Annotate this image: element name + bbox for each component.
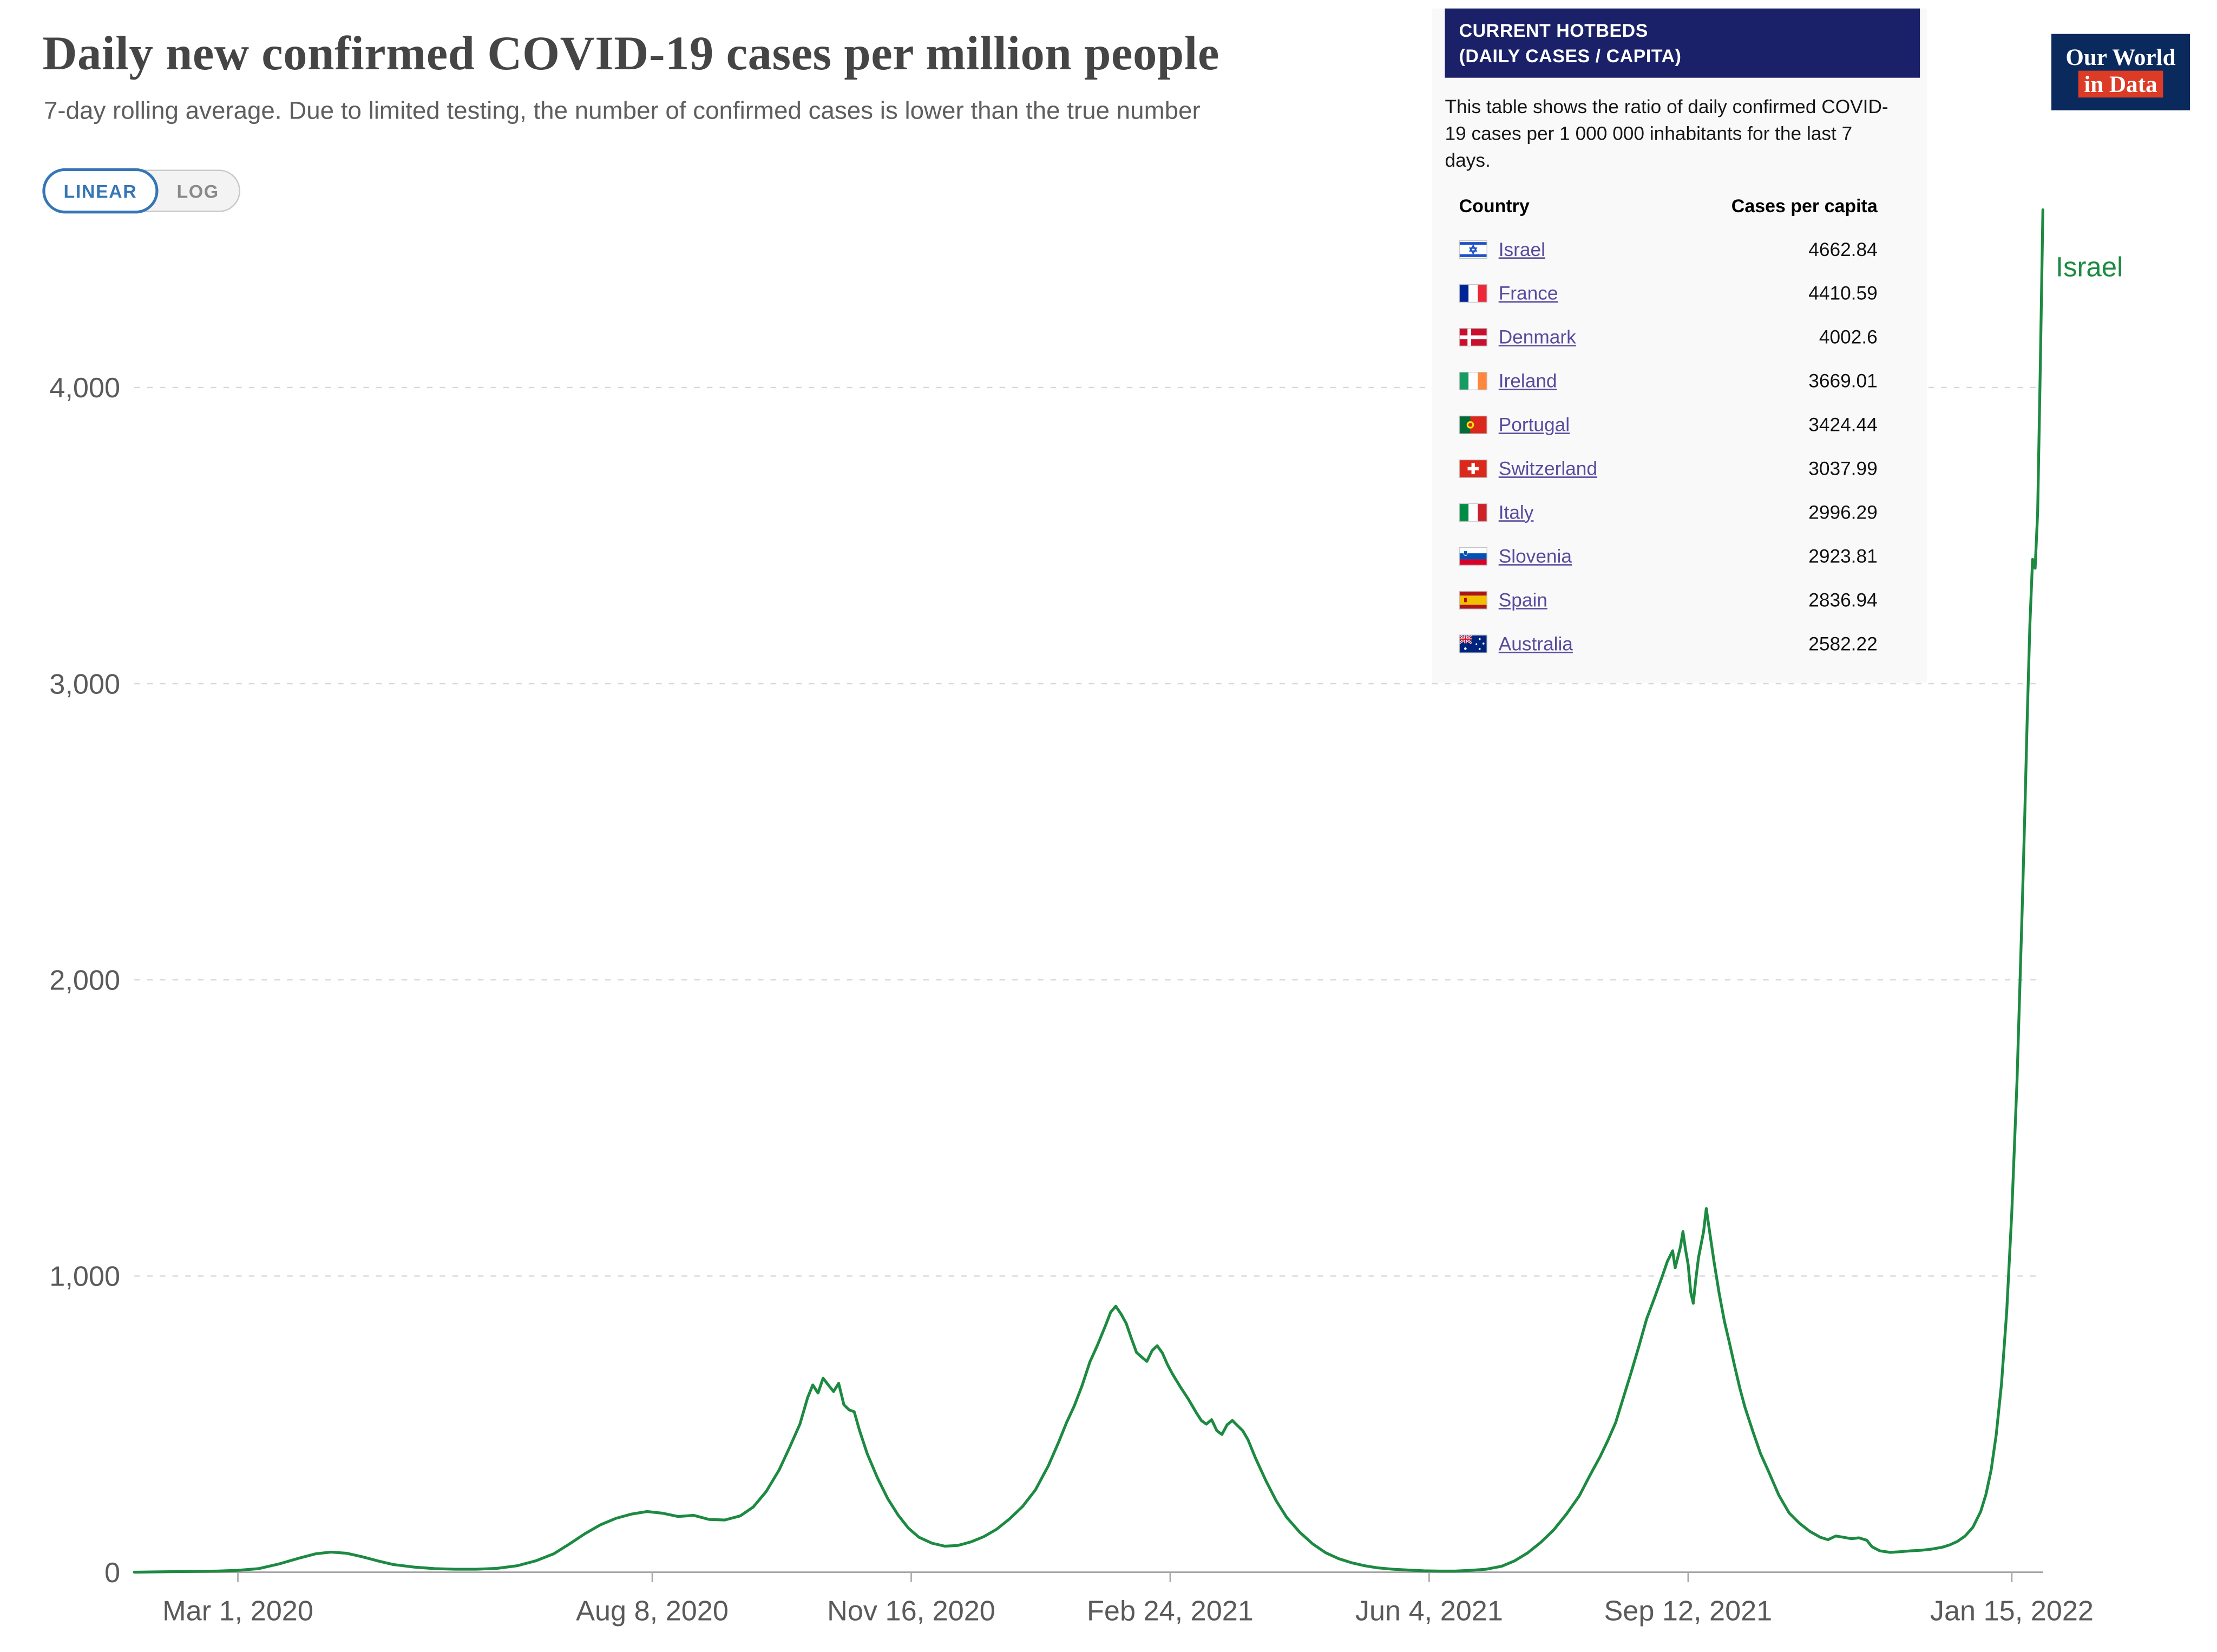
- cases-per-capita-value: 2836.94: [1808, 589, 1878, 611]
- y-axis-label: 1,000: [49, 1261, 120, 1293]
- log-toggle-button[interactable]: LOG: [157, 169, 239, 212]
- country-link-spain[interactable]: Spain: [1498, 589, 1547, 611]
- country-link-portugal[interactable]: Portugal: [1498, 414, 1570, 435]
- x-axis-label: Feb 24, 2021: [1087, 1595, 1254, 1627]
- owid-logo-line1: Our World: [2065, 43, 2176, 71]
- hotbeds-col-country: Country: [1459, 194, 1530, 217]
- country-link-slovenia[interactable]: Slovenia: [1498, 545, 1572, 567]
- cases-per-capita-value: 4410.59: [1808, 282, 1878, 304]
- y-axis-label: 2,000: [49, 965, 120, 997]
- hotbeds-col-cases: Cases per capita: [1731, 194, 1878, 217]
- x-axis-label: Aug 8, 2020: [576, 1595, 729, 1627]
- country-link-australia[interactable]: Australia: [1498, 633, 1573, 654]
- series-label-israel: Israel: [2056, 251, 2123, 282]
- hotbeds-row: Slovenia 2923.81: [1459, 534, 1878, 578]
- x-axis-label: Mar 1, 2020: [162, 1595, 313, 1627]
- country-link-ireland[interactable]: Ireland: [1498, 370, 1557, 391]
- italy-flag-icon: [1459, 503, 1487, 522]
- cases-per-capita-value: 4002.6: [1819, 326, 1878, 348]
- cases-per-capita-value: 2996.29: [1808, 501, 1878, 523]
- country-link-denmark[interactable]: Denmark: [1498, 326, 1576, 348]
- page-subtitle: 7-day rolling average. Due to limited te…: [43, 96, 1201, 124]
- hotbeds-row: Israel 4662.84: [1459, 227, 1878, 271]
- hotbeds-row: Portugal 3424.44: [1459, 403, 1878, 447]
- hotbeds-header-line1: CURRENT HOTBEDS: [1459, 19, 1648, 41]
- france-flag-icon: [1459, 284, 1487, 303]
- hotbeds-header-line2: (DAILY CASES / CAPITA): [1459, 44, 1682, 66]
- linear-toggle-button[interactable]: LINEAR: [42, 168, 159, 214]
- cases-per-capita-value: 4662.84: [1808, 238, 1878, 260]
- series-line-israel: [133, 208, 2044, 1574]
- y-axis-label: 3,000: [49, 668, 120, 700]
- spain-flag-icon: [1459, 591, 1487, 609]
- hotbeds-row: Switzerland 3037.99: [1459, 447, 1878, 490]
- country-link-israel[interactable]: Israel: [1498, 238, 1545, 260]
- denmark-flag-icon: [1459, 327, 1487, 346]
- hotbeds-header: CURRENT HOTBEDS (DAILY CASES / CAPITA): [1445, 8, 1920, 78]
- x-axis-label: Sep 12, 2021: [1604, 1595, 1772, 1627]
- cases-per-capita-value: 3424.44: [1808, 414, 1878, 435]
- owid-logo-line2: in Data: [2078, 70, 2163, 98]
- hotbeds-row: Italy 2996.29: [1459, 490, 1878, 534]
- y-axis-label: 4,000: [49, 372, 120, 404]
- page-title: Daily new confirmed COVID-19 cases per m…: [42, 28, 1219, 81]
- portugal-flag-icon: [1459, 415, 1487, 434]
- x-axis-label: Jan 15, 2022: [1930, 1595, 2094, 1627]
- hotbeds-row: Denmark 4002.6: [1459, 315, 1878, 359]
- country-link-italy[interactable]: Italy: [1498, 501, 1534, 523]
- y-axis-label: 0: [104, 1557, 120, 1589]
- country-link-switzerland[interactable]: Switzerland: [1498, 457, 1597, 479]
- scale-toggle: LINEAR LOG: [42, 168, 240, 214]
- ireland-flag-icon: [1459, 371, 1487, 390]
- hotbeds-panel: CURRENT HOTBEDS (DAILY CASES / CAPITA) T…: [1432, 8, 1927, 683]
- country-link-france[interactable]: France: [1498, 282, 1558, 304]
- hotbeds-row: Ireland 3669.01: [1459, 359, 1878, 403]
- hotbeds-row: Spain 2836.94: [1459, 578, 1878, 622]
- hotbeds-row: France 4410.59: [1459, 271, 1878, 315]
- slovenia-flag-icon: [1459, 547, 1487, 566]
- australia-flag-icon: [1459, 634, 1487, 653]
- hotbeds-table: Country Cases per capita Israel 4662.84 Fr…: [1459, 189, 1878, 665]
- hotbeds-row: Australia 2582.22: [1459, 622, 1878, 666]
- israel-flag-icon: [1459, 240, 1487, 259]
- owid-logo[interactable]: Our World in Data: [2051, 34, 2190, 110]
- x-axis-label: Jun 4, 2021: [1355, 1595, 1503, 1627]
- cases-per-capita-value: 2923.81: [1808, 545, 1878, 567]
- hotbeds-description: This table shows the ratio of daily conf…: [1445, 96, 1888, 171]
- cases-per-capita-value: 3037.99: [1808, 457, 1878, 479]
- switzerland-flag-icon: [1459, 459, 1487, 478]
- x-axis-label: Nov 16, 2020: [827, 1595, 995, 1627]
- cases-per-capita-value: 2582.22: [1808, 633, 1878, 654]
- cases-per-capita-value: 3669.01: [1808, 370, 1878, 391]
